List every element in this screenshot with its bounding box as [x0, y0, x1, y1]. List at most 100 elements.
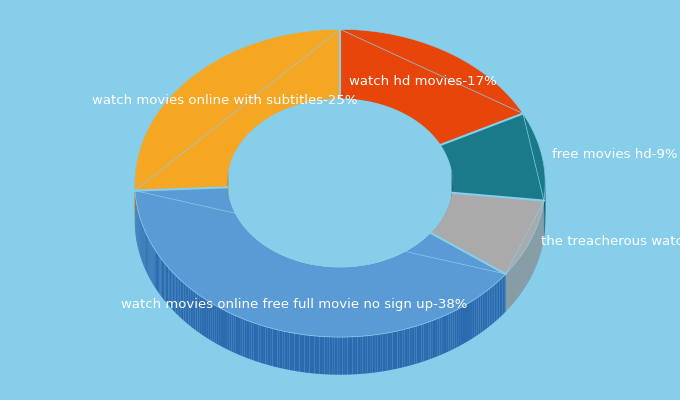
Polygon shape — [484, 292, 486, 330]
Polygon shape — [422, 324, 424, 362]
Polygon shape — [430, 233, 431, 272]
Polygon shape — [360, 336, 362, 374]
Polygon shape — [283, 256, 284, 294]
Polygon shape — [211, 303, 213, 342]
Polygon shape — [407, 250, 409, 288]
Polygon shape — [461, 306, 463, 345]
Polygon shape — [382, 261, 384, 299]
Polygon shape — [179, 278, 180, 318]
Polygon shape — [439, 317, 442, 356]
Polygon shape — [345, 268, 347, 305]
Polygon shape — [412, 248, 413, 286]
Polygon shape — [256, 324, 258, 362]
Polygon shape — [340, 337, 342, 375]
Polygon shape — [246, 230, 247, 269]
Polygon shape — [229, 313, 231, 352]
Polygon shape — [285, 332, 287, 370]
Polygon shape — [294, 333, 297, 371]
Polygon shape — [425, 238, 426, 276]
Polygon shape — [420, 242, 421, 280]
Polygon shape — [282, 331, 285, 369]
Polygon shape — [315, 266, 316, 304]
Polygon shape — [424, 323, 426, 361]
Polygon shape — [270, 328, 273, 366]
Polygon shape — [428, 321, 430, 360]
Polygon shape — [421, 241, 422, 280]
Polygon shape — [254, 238, 255, 276]
Polygon shape — [384, 261, 385, 299]
Polygon shape — [173, 272, 174, 312]
Polygon shape — [388, 332, 390, 370]
Polygon shape — [241, 224, 242, 263]
Polygon shape — [169, 268, 170, 307]
Polygon shape — [244, 228, 245, 266]
Polygon shape — [455, 310, 457, 348]
Polygon shape — [392, 332, 395, 370]
Polygon shape — [163, 261, 165, 300]
Polygon shape — [299, 334, 302, 372]
Polygon shape — [358, 266, 359, 304]
Polygon shape — [320, 266, 322, 304]
Polygon shape — [260, 243, 262, 282]
Polygon shape — [385, 333, 388, 371]
Polygon shape — [375, 263, 377, 301]
Polygon shape — [333, 268, 335, 305]
Polygon shape — [302, 334, 305, 372]
Polygon shape — [245, 320, 247, 358]
Polygon shape — [467, 303, 469, 342]
Polygon shape — [309, 335, 312, 373]
Polygon shape — [356, 267, 358, 304]
Polygon shape — [243, 227, 244, 266]
Polygon shape — [441, 114, 545, 200]
Polygon shape — [352, 337, 355, 374]
Polygon shape — [417, 325, 419, 364]
Polygon shape — [330, 337, 333, 375]
Polygon shape — [215, 305, 217, 344]
Polygon shape — [373, 335, 375, 373]
Polygon shape — [201, 296, 203, 336]
Polygon shape — [238, 317, 240, 355]
Polygon shape — [496, 282, 498, 321]
Polygon shape — [190, 288, 192, 328]
Polygon shape — [463, 305, 465, 344]
Polygon shape — [284, 257, 285, 295]
Polygon shape — [150, 242, 152, 282]
Polygon shape — [403, 253, 404, 291]
Polygon shape — [312, 336, 315, 374]
Polygon shape — [335, 337, 337, 375]
Polygon shape — [482, 293, 484, 332]
Polygon shape — [345, 337, 347, 375]
Polygon shape — [188, 287, 190, 326]
Polygon shape — [313, 266, 315, 303]
Polygon shape — [158, 254, 159, 294]
Polygon shape — [196, 293, 197, 332]
Polygon shape — [157, 253, 158, 292]
Polygon shape — [247, 320, 249, 359]
Polygon shape — [400, 254, 401, 293]
Polygon shape — [424, 239, 425, 277]
Polygon shape — [395, 331, 397, 369]
Polygon shape — [481, 294, 482, 333]
Polygon shape — [149, 239, 150, 278]
Polygon shape — [166, 264, 167, 304]
Polygon shape — [247, 231, 248, 270]
Polygon shape — [404, 252, 405, 290]
Polygon shape — [192, 290, 194, 329]
Polygon shape — [444, 315, 446, 354]
Polygon shape — [315, 336, 317, 374]
Polygon shape — [504, 274, 506, 313]
Polygon shape — [457, 309, 459, 347]
Polygon shape — [269, 249, 270, 287]
Polygon shape — [156, 251, 157, 290]
Polygon shape — [342, 337, 345, 375]
Polygon shape — [217, 306, 219, 345]
Polygon shape — [330, 268, 332, 305]
Polygon shape — [365, 336, 368, 374]
Polygon shape — [370, 335, 373, 373]
Polygon shape — [260, 325, 263, 364]
Polygon shape — [209, 302, 211, 340]
Polygon shape — [365, 266, 367, 303]
Text: watch hd movies-17%: watch hd movies-17% — [350, 75, 497, 88]
Polygon shape — [374, 264, 375, 302]
Polygon shape — [473, 299, 475, 338]
